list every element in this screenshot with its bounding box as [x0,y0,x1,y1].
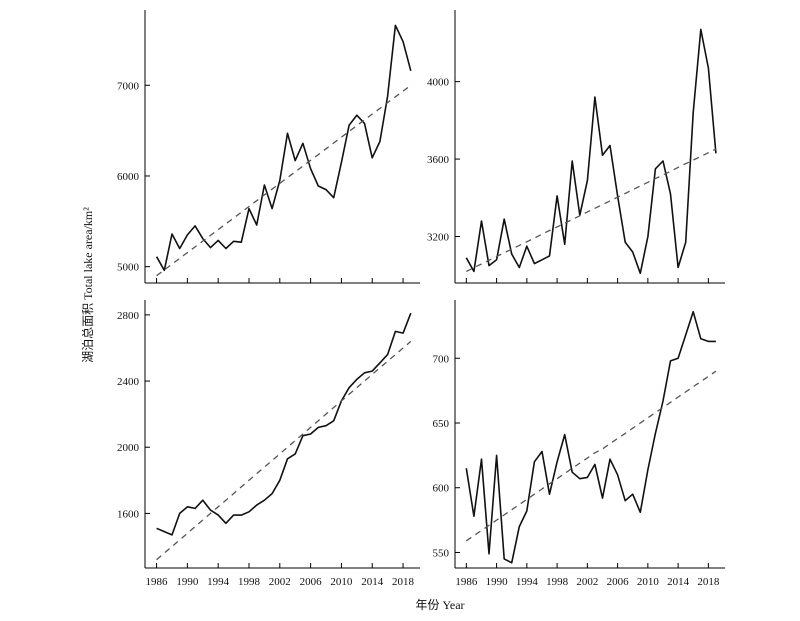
top-left-y-tick-label: 6000 [117,171,140,183]
top-right-y-tick-label: 3600 [427,154,450,166]
top-right-area-line [465,28,717,275]
bottom-right-x-tick-label: 1986 [455,576,478,588]
bottom-right-x-tick-label: 1990 [486,576,509,588]
bottom-left-x-tick-label: 2002 [269,576,291,588]
bottom-left-x-tick-label: 2018 [392,576,415,588]
y-axis-title: 湖泊总面积 Total lake area/km² [80,207,95,363]
bottom-right-y-tick-label: 700 [433,353,450,365]
bottom-right-trend-line [465,370,717,542]
bottom-left-x-tick-label: 1990 [176,576,199,588]
top-right-trend-line [466,148,717,272]
top-right-y-tick-label: 4000 [427,77,450,89]
bottom-right-area-line [465,310,716,564]
top-left-area-line [155,24,412,272]
bottom-left-y-tick-label: 2400 [117,376,140,388]
bottom-left-x-tick-label: 2014 [361,576,384,588]
bottom-right-x-tick-label: 2014 [667,576,690,588]
top-left-trend-line [156,84,412,277]
bottom-left-y-tick-label: 2800 [117,310,140,322]
bottom-left-y-tick-label: 1600 [117,508,140,520]
bottom-right-x-tick-label: 2006 [607,576,630,588]
bottom-right-y-tick-label: 550 [433,547,450,559]
x-axis-title: 年份 Year [415,598,464,612]
bottom-right-x-tick-label: 2010 [637,576,660,588]
bottom-left-x-tick-label: 1994 [207,576,230,588]
bottom-left-trend-line [156,340,412,561]
bottom-right-x-tick-label: 1998 [546,576,569,588]
bottom-right-x-tick-label: 1994 [516,576,539,588]
top-left-y-tick-label: 7000 [117,80,140,92]
bottom-left-x-tick-label: 2010 [330,576,353,588]
top-left-y-tick-label: 5000 [117,262,140,274]
bottom-left-area-line [156,312,412,536]
bottom-right-x-tick-label: 2002 [576,576,598,588]
bottom-left-x-tick-label: 1998 [238,576,261,588]
top-right-y-tick-label: 3200 [427,232,450,244]
bottom-left-x-tick-label: 1986 [146,576,169,588]
bottom-right-y-tick-label: 650 [433,418,450,430]
bottom-right-y-tick-label: 600 [433,483,450,495]
bottom-left-x-tick-label: 2006 [300,576,323,588]
bottom-right-x-tick-label: 2018 [697,576,720,588]
bottom-left-y-tick-label: 2000 [117,442,140,454]
